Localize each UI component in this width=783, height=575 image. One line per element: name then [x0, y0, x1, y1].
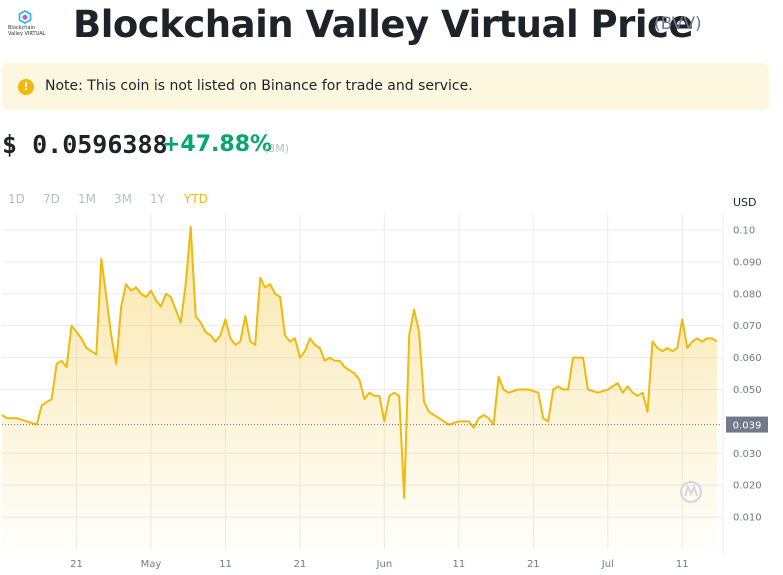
hexagon-logo-icon — [18, 10, 32, 24]
x-tick-label: Jun — [376, 559, 393, 570]
notice-text: Note: This coin is not listed on Binance… — [45, 78, 473, 94]
range-tab-1m[interactable]: 1M — [78, 192, 96, 206]
range-tab-7d[interactable]: 7D — [43, 192, 60, 206]
logo-text: Blockchain Valley VIRTUAL — [8, 25, 46, 37]
y-tick-label: 0.070 — [733, 321, 762, 332]
warning-icon: ! — [18, 79, 34, 95]
x-tick-label: 11 — [676, 559, 689, 570]
series-area — [2, 226, 717, 550]
range-tab-1y[interactable]: 1Y — [150, 192, 165, 206]
y-tick-label: 0.060 — [733, 353, 762, 364]
x-tick-label: 21 — [294, 559, 307, 570]
y-tick-label: 0.020 — [733, 481, 762, 492]
currency-unit: USD — [733, 196, 757, 209]
range-tab-1d[interactable]: 1D — [8, 192, 25, 206]
cmc-watermark-icon — [679, 480, 703, 504]
x-tick-label: May — [141, 559, 162, 570]
range-tab-ytd[interactable]: YTD — [184, 192, 208, 206]
price-change: +47.88% — [162, 132, 273, 157]
x-tick-label: 21 — [527, 559, 540, 570]
x-tick-label: 21 — [70, 559, 83, 570]
y-tick-label: 0.10 — [733, 225, 755, 236]
coin-logo: Blockchain Valley VIRTUAL — [8, 10, 45, 40]
header: Blockchain Valley VIRTUAL Blockchain Val… — [0, 0, 783, 56]
page-title: Blockchain Valley Virtual Price — [73, 3, 694, 46]
y-tick-label: 0.030 — [733, 449, 762, 460]
y-tick-label: 0.010 — [733, 513, 762, 524]
coin-symbol: (BVV) — [654, 14, 702, 34]
series-line — [1, 225, 718, 499]
notice-banner: ! Note: This coin is not listed on Binan… — [2, 63, 769, 110]
y-tick-label: 0.080 — [733, 289, 762, 300]
x-tick-label: Jul — [601, 559, 614, 570]
change-period: (3M) — [264, 142, 290, 155]
x-tick-label: 11 — [452, 559, 465, 570]
current-price: $ 0.0596388 — [2, 130, 168, 159]
y-tick-label: 0.090 — [733, 257, 762, 268]
x-tick-label: 11 — [219, 559, 232, 570]
current-price-label: 0.039 — [733, 421, 762, 432]
y-tick-label: 0.050 — [733, 385, 762, 396]
current-price-label-bg — [726, 416, 768, 433]
range-tab-3m[interactable]: 3M — [114, 192, 132, 206]
